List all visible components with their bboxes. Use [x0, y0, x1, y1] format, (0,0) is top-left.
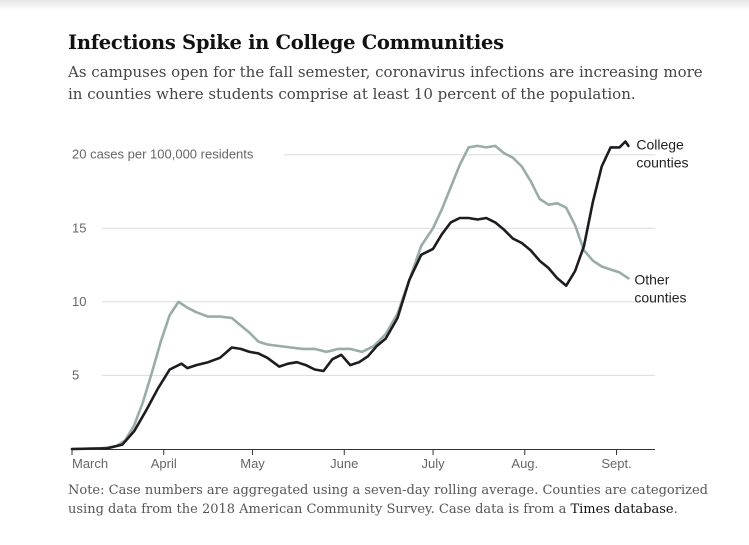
legend-label-other-line2: counties: [634, 289, 686, 305]
chart-subtitle: As campuses open for the fall semester, …: [68, 63, 703, 103]
legend-label-college-line1: College: [636, 136, 684, 152]
top-rule: [0, 0, 749, 10]
series-line-other-counties: [70, 144, 630, 451]
x-tick-label-july: July: [421, 456, 445, 471]
x-tick-label-april: April: [151, 456, 177, 471]
note-text: Note: Case numbers are aggregated using …: [68, 483, 708, 517]
y-tick-label-10: 10: [72, 294, 86, 309]
x-tick-label-june: June: [330, 456, 358, 471]
y-tick-label-5: 5: [72, 367, 79, 382]
chart-note: Note: Case numbers are aggregated using …: [68, 481, 728, 519]
x-tick-label-aug: Aug.: [511, 456, 538, 471]
chart-title: Infections Spike in College Communities: [68, 31, 504, 54]
series-line-college-counties: [70, 140, 630, 451]
note-end: .: [673, 502, 678, 517]
x-tick-label-may: May: [240, 456, 265, 471]
legend-label-college-line2: counties: [636, 154, 688, 170]
times-database-link[interactable]: Times database: [570, 502, 674, 517]
legend-label-other-line1: Other: [634, 271, 669, 287]
y-tick-label-20: 20 cases per 100,000 residents: [72, 147, 254, 162]
y-tick-label-15: 15: [72, 220, 86, 235]
x-tick-label-march: March: [72, 456, 108, 471]
x-tick-label-sept: Sept.: [601, 456, 631, 471]
